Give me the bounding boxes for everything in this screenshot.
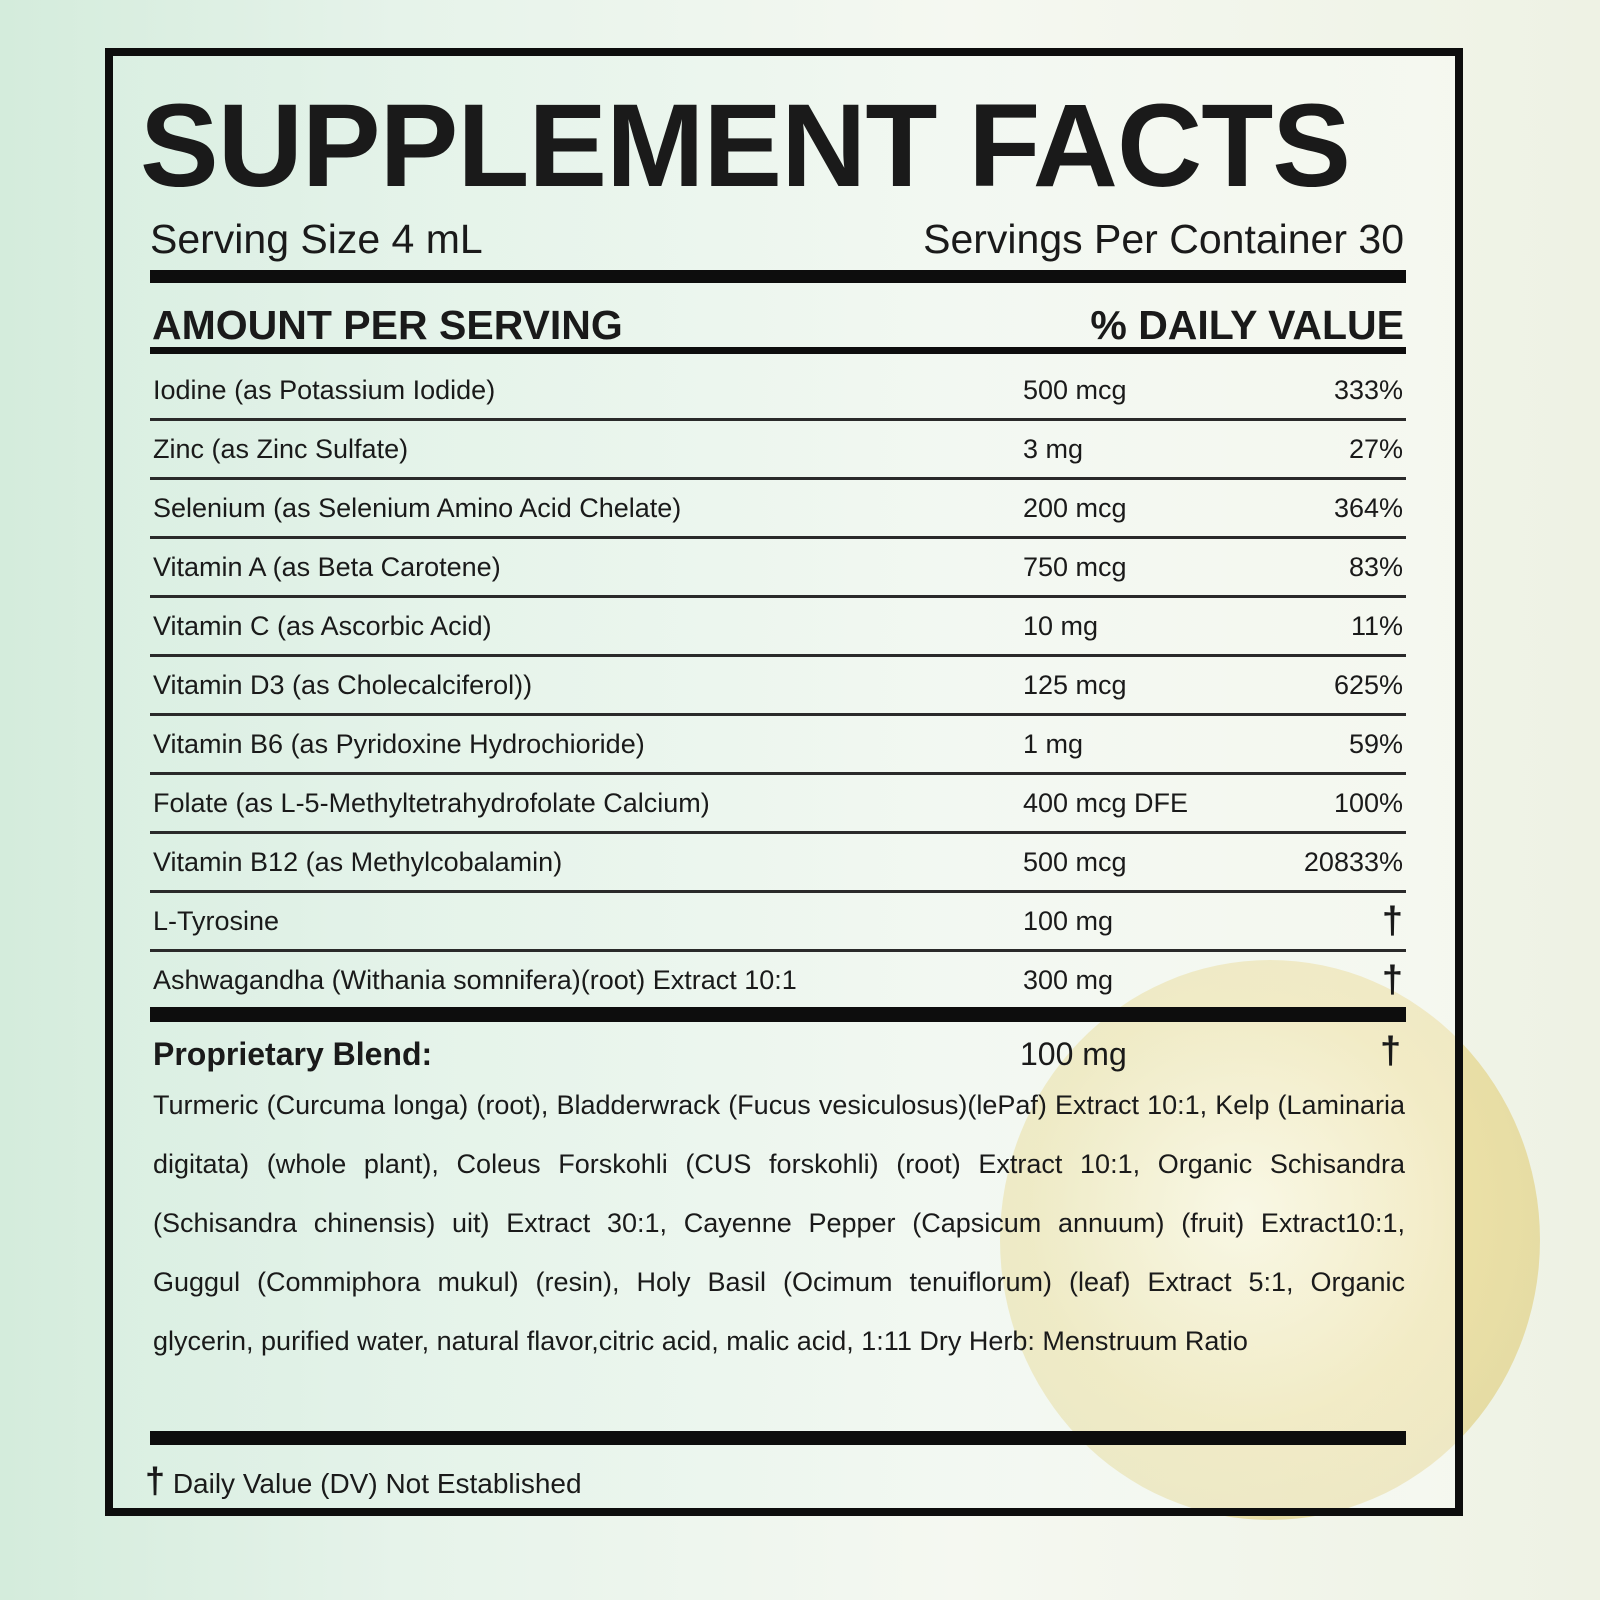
table-row: Vitamin B6 (as Pyridoxine Hydrochioride)… [150, 716, 1406, 775]
nutrient-amount: 125 mcg [1023, 669, 1127, 700]
nutrient-table: Iodine (as Potassium Iodide) 500 mcg 333… [150, 362, 1406, 1008]
dagger-icon: † [145, 1460, 166, 1501]
supplement-facts-panel [105, 48, 1463, 1516]
nutrient-amount: 1 mg [1023, 728, 1084, 759]
nutrient-name: Ashwagandha (Withania somnifera)(root) E… [153, 964, 797, 995]
table-row: Vitamin B12 (as Methylcobalamin) 500 mcg… [150, 834, 1406, 893]
nutrient-name: Selenium (as Selenium Amino Acid Chelate… [153, 492, 682, 523]
nutrient-name: Vitamin C (as Ascorbic Acid) [153, 610, 492, 641]
blend-ingredients: Turmeric (Curcuma longa) (root), Bladder… [153, 1090, 1405, 1356]
dagger-icon: † [1381, 958, 1403, 1001]
nutrient-amount: 750 mcg [1023, 551, 1127, 582]
proprietary-blend-label: Proprietary Blend: [153, 1036, 433, 1072]
nutrient-name: Vitamin A (as Beta Carotene) [153, 551, 501, 582]
table-row: Selenium (as Selenium Amino Acid Chelate… [150, 480, 1406, 539]
table-row: Folate (as L-5-Methyltetrahydrofolate Ca… [150, 775, 1406, 834]
daily-value: 11% [1350, 610, 1403, 641]
nutrient-name: Vitamin B12 (as Methylcobalamin) [153, 846, 563, 877]
table-row: Vitamin A (as Beta Carotene) 750 mcg 83% [150, 539, 1406, 598]
servings-per-container: Servings Per Container 30 [923, 216, 1404, 262]
nutrient-amount: 500 mcg [1023, 846, 1127, 877]
daily-value: 59% [1348, 728, 1403, 759]
nutrient-amount: 400 mcg DFE [1023, 787, 1189, 818]
proprietary-blend-amount: 100 mg [1020, 1036, 1127, 1072]
daily-value: 333% [1333, 374, 1403, 405]
daily-value: 27% [1348, 433, 1403, 464]
nutrient-amount: 200 mcg [1023, 492, 1127, 523]
daily-value: 83% [1348, 551, 1403, 582]
nutrient-amount: 3 mg [1023, 433, 1084, 464]
table-row: L-Tyrosine 100 mg † [150, 893, 1406, 952]
serving-size: Serving Size 4 mL [150, 216, 483, 262]
nutrient-name: Folate (as L-5-Methyltetrahydrofolate Ca… [153, 787, 710, 818]
divider-header [150, 347, 1406, 354]
divider-thick [150, 1431, 1406, 1445]
table-row: Vitamin D3 (as Cholecalciferol)) 125 mcg… [150, 657, 1406, 716]
nutrient-name: Zinc (as Zinc Sulfate) [153, 433, 409, 464]
amount-per-serving-header: AMOUNT PER SERVING [152, 302, 623, 348]
nutrient-name: Iodine (as Potassium Iodide) [153, 374, 496, 405]
table-row: Iodine (as Potassium Iodide) 500 mcg 333… [150, 362, 1406, 421]
table-row: Ashwagandha (Withania somnifera)(root) E… [150, 952, 1406, 1008]
table-row: Vitamin C (as Ascorbic Acid) 10 mg 11% [150, 598, 1406, 657]
nutrient-name: L-Tyrosine [153, 905, 280, 936]
daily-value: 625% [1333, 669, 1403, 700]
nutrient-amount: 10 mg [1023, 610, 1099, 641]
divider-thick [150, 1007, 1406, 1022]
dagger-icon: † [1380, 1030, 1402, 1072]
table-row: Zinc (as Zinc Sulfate) 3 mg 27% [150, 421, 1406, 480]
nutrient-amount: 100 mg [1023, 905, 1114, 936]
nutrient-name: Vitamin B6 (as Pyridoxine Hydrochioride) [153, 728, 645, 759]
daily-value: 100% [1333, 787, 1403, 818]
dagger-icon: † [1381, 899, 1403, 942]
daily-value-header: % DAILY VALUE [1090, 302, 1404, 348]
daily-value: 364% [1333, 492, 1403, 523]
nutrient-amount: 500 mcg [1023, 374, 1127, 405]
divider-thick [150, 270, 1406, 283]
nutrient-amount: 300 mg [1023, 964, 1114, 995]
footnote-text: Daily Value (DV) Not Established [172, 1468, 582, 1499]
nutrient-name: Vitamin D3 (as Cholecalciferol)) [153, 669, 533, 700]
daily-value: 20833% [1303, 846, 1403, 877]
page-title: SUPPLEMENT FACTS [140, 80, 1351, 212]
footnote: † Daily Value (DV) Not Established [145, 1460, 582, 1502]
